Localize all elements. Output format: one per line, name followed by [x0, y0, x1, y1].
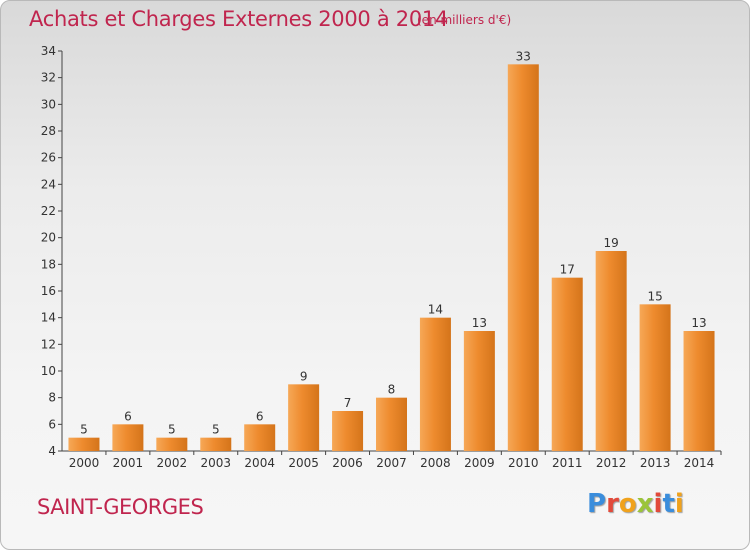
data-label: 6: [256, 409, 264, 423]
x-tick-label: 2004: [244, 456, 275, 470]
y-tick-label: 24: [41, 177, 56, 191]
x-tick-label: 2003: [200, 456, 231, 470]
data-label: 8: [388, 383, 396, 397]
chart-unit: (en milliers d'€): [417, 13, 512, 27]
y-tick-label: 22: [41, 204, 56, 218]
x-tick-label: 2009: [464, 456, 495, 470]
logo-letter: i: [653, 489, 663, 519]
bar: [463, 331, 495, 451]
bar: [288, 384, 320, 451]
bar: [376, 397, 407, 451]
bar: [68, 437, 100, 451]
data-label: 7: [344, 396, 352, 410]
logo-letter: x: [636, 489, 654, 519]
data-label: 13: [691, 316, 706, 330]
y-tick-label: 16: [41, 284, 56, 298]
y-tick-label: 34: [41, 44, 56, 58]
logo-letter: r: [606, 489, 619, 519]
logo-letter: t: [662, 489, 675, 519]
y-tick-label: 14: [41, 311, 56, 325]
data-label: 5: [212, 423, 220, 437]
bar: [112, 424, 144, 451]
logo-letter: P: [587, 489, 607, 519]
data-label: 17: [560, 263, 575, 277]
bar: [595, 251, 627, 451]
y-tick-label: 30: [41, 97, 56, 111]
y-tick-label: 20: [41, 231, 56, 245]
bar: [419, 317, 451, 451]
x-tick-label: 2014: [684, 456, 715, 470]
x-tick-label: 2008: [420, 456, 451, 470]
proxiti-logo[interactable]: Proxiti: [587, 489, 684, 519]
logo-letter: o: [618, 489, 637, 519]
bar: [639, 304, 671, 451]
data-label: 5: [168, 423, 176, 437]
y-tick-label: 28: [41, 124, 56, 138]
bar: [200, 437, 232, 451]
data-label: 15: [647, 289, 662, 303]
y-tick-label: 32: [41, 71, 56, 85]
x-tick-label: 2000: [69, 456, 100, 470]
data-label: 13: [472, 316, 487, 330]
x-tick-label: 2007: [376, 456, 407, 470]
x-tick-label: 2006: [332, 456, 363, 470]
x-tick-label: 2012: [596, 456, 627, 470]
bar: [683, 331, 715, 451]
y-tick-label: 10: [41, 364, 56, 378]
data-label: 14: [428, 303, 443, 317]
y-tick-label: 8: [48, 391, 56, 405]
data-label: 33: [516, 49, 531, 63]
bar: [332, 411, 364, 451]
data-label: 6: [124, 409, 132, 423]
bar: [551, 277, 583, 451]
x-tick-label: 2005: [288, 456, 319, 470]
chart-title: Achats et Charges Externes 2000 à 2014: [29, 7, 449, 31]
logo-letter: i: [674, 489, 684, 519]
data-label: 9: [300, 369, 308, 383]
x-tick-label: 2013: [640, 456, 671, 470]
x-tick-label: 2001: [113, 456, 144, 470]
y-tick-label: 18: [41, 257, 56, 271]
x-tick-label: 2002: [157, 456, 188, 470]
x-tick-label: 2011: [552, 456, 583, 470]
y-tick-label: 26: [41, 151, 56, 165]
commune-name: SAINT-GEORGES: [37, 495, 204, 519]
y-tick-label: 4: [48, 444, 56, 458]
bar: [244, 424, 276, 451]
data-label: 19: [604, 236, 619, 250]
data-label: 5: [80, 423, 88, 437]
bar: [156, 437, 188, 451]
x-tick-label: 2010: [508, 456, 539, 470]
y-tick-label: 12: [41, 337, 56, 351]
bar: [507, 64, 539, 452]
y-tick-label: 6: [48, 417, 56, 431]
